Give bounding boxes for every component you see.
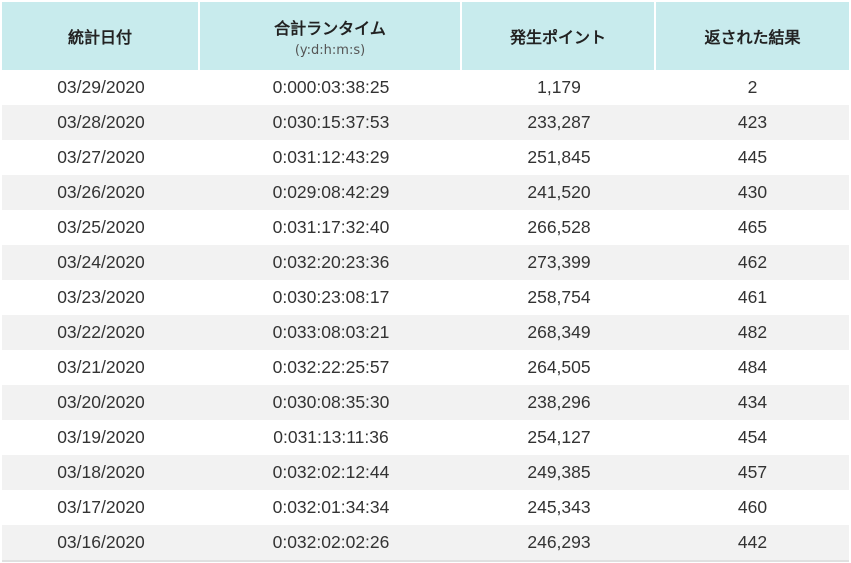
- cell-date: 03/27/2020: [57, 147, 145, 167]
- cell-runtime: 0:030:15:37:53: [200, 105, 462, 140]
- table-row: 03/29/2020 0:000:03:38:25 1,179 2: [2, 70, 849, 105]
- table-row: 03/19/2020 0:031:13:11:36 254,127 454: [2, 420, 849, 455]
- cell-date: 03/25/2020: [57, 217, 145, 237]
- header-points-label: 発生ポイント: [509, 28, 606, 47]
- table-row: 03/17/2020 0:032:01:34:34 245,343 460: [2, 490, 849, 525]
- cell-points: 258,754: [527, 287, 591, 307]
- cell-runtime: 0:032:20:23:36: [200, 245, 462, 280]
- cell-runtime: 0:032:02:12:44: [200, 455, 462, 490]
- cell-date: 03/28/2020: [2, 105, 200, 140]
- cell-runtime: 0:029:08:42:29: [200, 175, 462, 210]
- table-row: 03/28/2020 0:030:15:37:53 233,287 423: [2, 105, 849, 140]
- cell-results: 460: [737, 497, 768, 517]
- table-row: 03/26/2020 0:029:08:42:29 241,520 430: [2, 175, 849, 210]
- cell-runtime: 0:000:03:38:25: [272, 77, 390, 97]
- cell-date: 03/22/2020: [2, 315, 200, 350]
- cell-date: 03/26/2020: [2, 175, 200, 210]
- header-runtime-unit: (y:d:h:m:s): [294, 42, 366, 58]
- header-runtime: 合計ランタイム (y:d:h:m:s): [200, 2, 462, 70]
- table-row: 03/16/2020 0:032:02:02:26 246,293 442: [2, 525, 849, 562]
- cell-points: 273,399: [462, 245, 656, 280]
- cell-points: 254,127: [527, 427, 591, 447]
- cell-runtime: 0:031:12:43:29: [272, 147, 390, 167]
- cell-runtime: 0:032:02:02:26: [200, 525, 462, 562]
- cell-date: 03/16/2020: [2, 525, 200, 562]
- table-row: 03/23/2020 0:030:23:08:17 258,754 461: [2, 280, 849, 315]
- cell-results: 465: [737, 217, 768, 237]
- cell-points: 246,293: [462, 525, 656, 562]
- cell-results: 442: [656, 525, 849, 562]
- cell-points: 233,287: [462, 105, 656, 140]
- table-row: 03/18/2020 0:032:02:12:44 249,385 457: [2, 455, 849, 490]
- cell-points: 266,528: [527, 217, 591, 237]
- table-row: 03/27/2020 0:031:12:43:29 251,845 445: [2, 140, 849, 175]
- cell-points: 251,845: [527, 147, 591, 167]
- cell-results: 482: [656, 315, 849, 350]
- table-row: 03/24/2020 0:032:20:23:36 273,399 462: [2, 245, 849, 280]
- cell-date: 03/29/2020: [57, 77, 145, 97]
- header-row: 統計日付 合計ランタイム (y:d:h:m:s) 発生ポイント 返された結果: [2, 2, 849, 70]
- cell-points: 1,179: [537, 77, 581, 97]
- cell-points: 249,385: [462, 455, 656, 490]
- header-date-label: 統計日付: [67, 28, 132, 47]
- table-row: 03/21/2020 0:032:22:25:57 264,505 484: [2, 350, 849, 385]
- cell-points: 245,343: [527, 497, 591, 517]
- cell-results: 434: [656, 385, 849, 420]
- cell-results: 2: [747, 77, 758, 97]
- cell-date: 03/21/2020: [57, 357, 145, 377]
- cell-results: 461: [737, 287, 768, 307]
- cell-date: 03/20/2020: [2, 385, 200, 420]
- cell-runtime: 0:031:13:11:36: [273, 427, 389, 447]
- cell-date: 03/19/2020: [57, 427, 145, 447]
- cell-date: 03/24/2020: [2, 245, 200, 280]
- table-row: 03/25/2020 0:031:17:32:40 266,528 465: [2, 210, 849, 245]
- cell-runtime: 0:032:22:25:57: [272, 357, 390, 377]
- header-runtime-label: 合計ランタイム: [274, 18, 386, 38]
- cell-date: 03/17/2020: [57, 497, 145, 517]
- cell-results: 423: [656, 105, 849, 140]
- cell-points: 241,520: [462, 175, 656, 210]
- table-header: 統計日付 合計ランタイム (y:d:h:m:s) 発生ポイント 返された結果: [2, 2, 849, 70]
- header-results-label: 返された結果: [704, 28, 801, 47]
- cell-results: 445: [737, 147, 768, 167]
- header-results: 返された結果: [656, 2, 849, 70]
- header-date: 統計日付: [2, 2, 200, 70]
- cell-date: 03/23/2020: [57, 287, 145, 307]
- cell-date: 03/18/2020: [2, 455, 200, 490]
- cell-points: 264,505: [527, 357, 591, 377]
- cell-results: 454: [737, 427, 768, 447]
- cell-points: 268,349: [462, 315, 656, 350]
- cell-runtime: 0:031:17:32:40: [272, 217, 390, 237]
- cell-runtime: 0:032:01:34:34: [272, 497, 390, 517]
- cell-runtime: 0:030:23:08:17: [272, 287, 390, 307]
- cell-results: 430: [656, 175, 849, 210]
- cell-runtime: 0:030:08:35:30: [200, 385, 462, 420]
- cell-runtime: 0:033:08:03:21: [200, 315, 462, 350]
- cell-results: 484: [737, 357, 768, 377]
- table-row: 03/20/2020 0:030:08:35:30 238,296 434: [2, 385, 849, 420]
- table-row: 03/22/2020 0:033:08:03:21 268,349 482: [2, 315, 849, 350]
- cell-results: 462: [656, 245, 849, 280]
- table-body: 03/29/2020 0:000:03:38:25 1,179 2 03/28/202…: [2, 70, 849, 562]
- header-points: 発生ポイント: [462, 2, 656, 70]
- cell-results: 457: [656, 455, 849, 490]
- cell-points: 238,296: [462, 385, 656, 420]
